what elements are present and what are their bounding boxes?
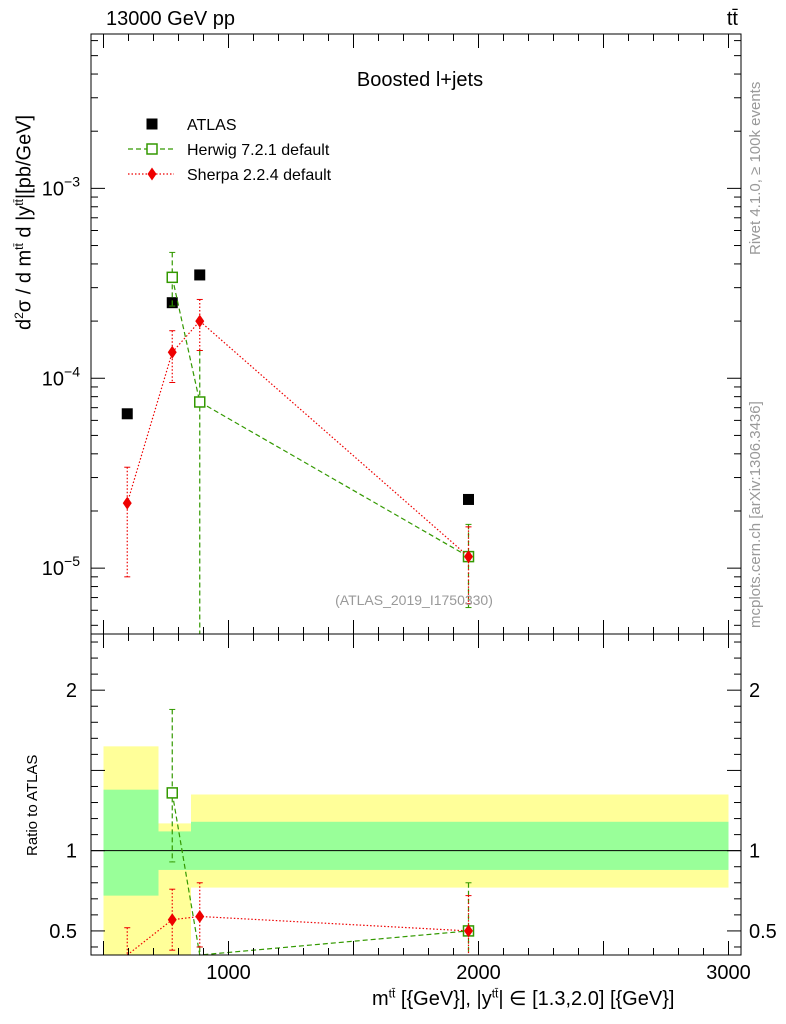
main-sherpa-point-0: [122, 496, 132, 510]
ratio-sherpa-point-2: [195, 909, 205, 923]
ratio-ytick-label-right-2: 2: [749, 680, 760, 702]
main-sherpa-point-3: [464, 550, 473, 564]
xtick-label-1: 2000: [456, 962, 501, 984]
main-y-axis-label: d2σ / d mtt̄ d |ytt̄|[pb/GeV]: [12, 115, 37, 330]
ylabel-part-suffix: |[pb/GeV]: [13, 114, 36, 200]
legend-marker-0: [146, 118, 158, 130]
legend-label-0: ATLAS: [187, 117, 237, 134]
axes-frames: [90, 33, 742, 956]
main-sherpa-point-1: [167, 345, 177, 359]
ratio-sherpa-point-3: [464, 924, 473, 938]
ylabel-part-sup1: 2: [12, 312, 26, 319]
ratio-ytick-label-right-0: 0.5: [749, 921, 777, 943]
ratio-sherpa-line: [126, 915, 469, 956]
ratio-uncertainty-bands: [103, 746, 729, 955]
main-atlas-point-0: [121, 408, 133, 420]
main-herwig-point-1: [194, 396, 206, 408]
ratio-panel-frame: [90, 633, 742, 956]
xtick-label-2: 3000: [706, 962, 751, 984]
main-sherpa-line: [126, 320, 469, 558]
ylabel-part-mid1: σ / d m: [13, 249, 36, 313]
main-ytick-exp-2: −3: [64, 173, 80, 189]
main-ytick-exp-1: −4: [64, 363, 80, 379]
ratio-sherpa-point-1: [167, 913, 177, 927]
main-herwig-point-0: [166, 271, 178, 284]
ratio-ytick-label-left-1: 1: [66, 841, 77, 863]
rivet-version-label: Rivet 4.1.0, ≥ 100k events: [747, 81, 764, 255]
main-ytick-base-0: 10: [42, 558, 64, 580]
main-ytick-label-1: 10−4: [42, 363, 80, 390]
main-atlas-point-3: [463, 493, 474, 505]
axis-ticks: [91, 34, 741, 955]
main-atlas-point-2: [194, 269, 206, 281]
legend: ATLAS Herwig 7.2.1 default Sherpa 2.2.4 de…: [128, 117, 332, 184]
xtick-label-0: 1000: [206, 962, 251, 984]
main-ytick-base-1: 10: [42, 368, 64, 390]
legend-label-2: Sherpa 2.2.4 default: [187, 167, 332, 184]
ylabel-part-mid2: d |y: [13, 205, 36, 244]
ratio-ytick-label-right-1: 1: [749, 841, 760, 863]
collision-energy-label: 13000 GeV pp: [106, 8, 235, 30]
main-sherpa-point-2: [195, 314, 205, 328]
ylabel-part-sup2: tt̄: [12, 243, 26, 250]
ylabel-part-sup3: tt̄: [12, 199, 26, 206]
analysis-watermark: (ATLAS_2019_I1750330): [335, 592, 493, 608]
ratio-ytick-label-left-2: 2: [66, 680, 77, 702]
main-panel-series: [121, 251, 475, 634]
main-ytick-label-0: 10−5: [42, 553, 80, 580]
main-herwig-line: [171, 277, 469, 558]
ylabel-part-prefix: d: [13, 318, 36, 330]
main-ytick-label-2: 10−3: [42, 173, 80, 200]
chart-title: Boosted l+jets: [357, 69, 483, 91]
x-axis-label: mtt̄ [{GeV}], |ytt̄| ∈ [1.3,2.0] [{GeV}]: [372, 986, 675, 1010]
legend-marker-1: [146, 143, 158, 155]
legend-marker-2: [147, 167, 157, 181]
main-ytick-base-2: 10: [42, 178, 64, 200]
main-ytick-exp-0: −5: [64, 553, 80, 569]
ratio-herwig-point-0: [166, 787, 178, 799]
mcplots-reference-label: mcplots.cern.ch [arXiv:1306.3436]: [747, 401, 764, 628]
ratio-y-axis-label: Ratio to ATLAS: [24, 754, 41, 856]
legend-label-1: Herwig 7.2.1 default: [187, 142, 330, 159]
band-inner-0: [103, 789, 159, 896]
ratio-ytick-label-left-0: 0.5: [49, 921, 77, 943]
band-inner-2: [191, 821, 729, 870]
process-label: tt̄: [726, 8, 738, 30]
